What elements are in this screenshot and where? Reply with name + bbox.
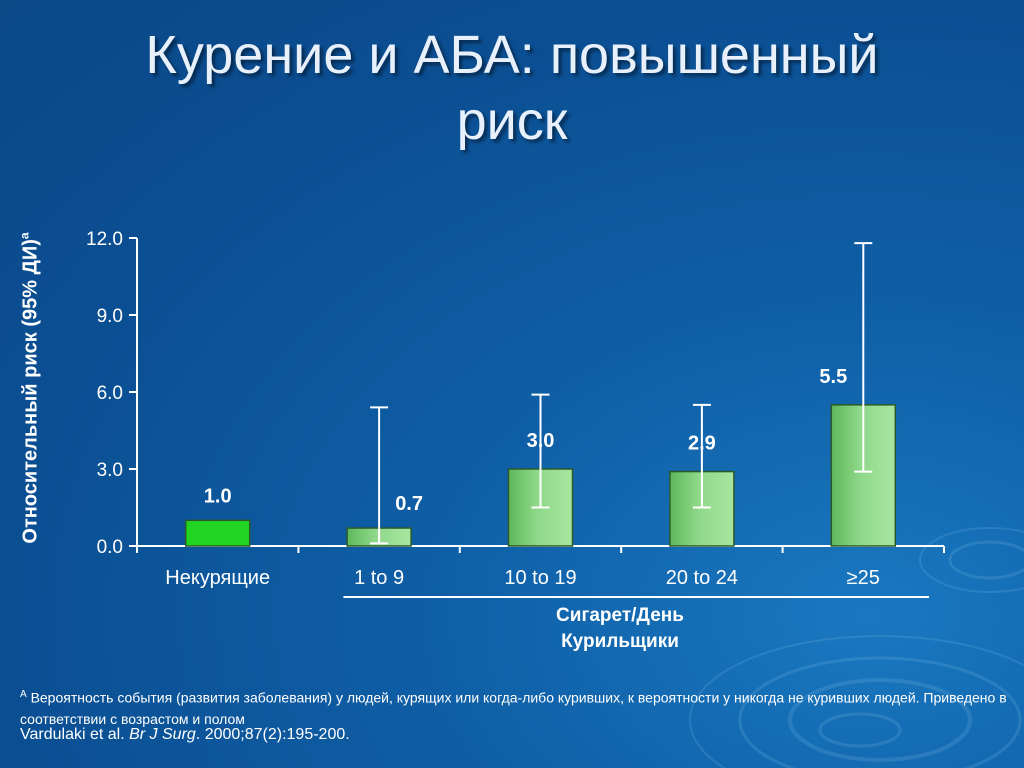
data-label: 5.5	[819, 366, 847, 388]
y-tick-label: 3.0	[97, 460, 123, 481]
citation-journal: Br J Surg	[129, 726, 196, 743]
x-category-label: ≥25	[847, 567, 880, 589]
y-tick-label: 0.0	[97, 537, 123, 558]
data-label: 3.0	[527, 430, 555, 452]
footnote-text: Вероятность события (развития заболевани…	[20, 689, 1007, 727]
x-category-label: 20 to 24	[666, 567, 738, 589]
y-tick-label: 6.0	[97, 383, 123, 404]
x-category-label: 1 to 9	[354, 567, 404, 589]
category-group-label: Сигарет/День Курильщики	[300, 603, 940, 655]
citation-authors: Vardulaki et al.	[20, 726, 125, 743]
data-label: 2.9	[688, 433, 716, 455]
footnote-marker: A	[20, 689, 27, 700]
data-label: 0.7	[395, 493, 423, 515]
y-tick-label: 12.0	[86, 229, 123, 250]
citation-details: . 2000;87(2):195-200.	[195, 726, 350, 743]
x-category-label: 10 to 19	[504, 567, 576, 589]
x-category-label: Некурящие	[165, 567, 270, 589]
citation: Vardulaki et al. Br J Surg. 2000;87(2):1…	[20, 726, 350, 744]
slide-title: Курение и АБА: повышенный риск	[40, 22, 984, 154]
group-label-line2: Курильщики	[561, 631, 679, 652]
footnote: A Вероятность события (развития заболева…	[20, 684, 1010, 730]
data-label: 1.0	[204, 485, 232, 507]
group-label-line1: Сигарет/День	[556, 605, 684, 626]
slide-title-line2: риск	[456, 91, 568, 151]
bar	[184, 519, 251, 547]
slide-title-line1: Курение и АБА: повышенный	[145, 25, 879, 85]
y-tick-label: 9.0	[97, 306, 123, 327]
